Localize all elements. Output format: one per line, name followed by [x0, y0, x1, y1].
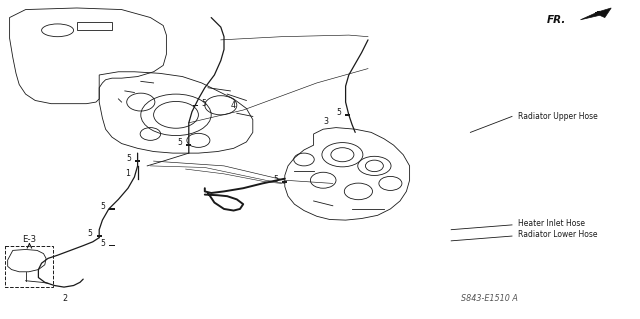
Text: Heater Inlet Hose: Heater Inlet Hose [518, 219, 586, 228]
Text: 5: 5 [273, 175, 278, 184]
Polygon shape [580, 8, 611, 20]
Bar [282, 181, 287, 182]
Text: 3: 3 [323, 117, 328, 126]
Text: 4: 4 [230, 101, 236, 110]
Text: E-3: E-3 [22, 235, 36, 244]
Bar [5, 246, 53, 287]
Text: 5: 5 [100, 239, 106, 248]
Text: FR.: FR. [547, 15, 566, 25]
Bar [186, 145, 191, 146]
Text: 5: 5 [202, 99, 207, 108]
Bar [135, 160, 140, 162]
Text: 5: 5 [336, 108, 341, 117]
Text: 5: 5 [177, 138, 182, 147]
Bar [77, 22, 112, 30]
Bar [109, 245, 115, 246]
Text: Radiator Lower Hose: Radiator Lower Hose [518, 230, 598, 239]
Text: 1: 1 [125, 169, 130, 178]
Bar [193, 105, 198, 106]
Text: 5: 5 [126, 154, 131, 163]
Text: S843-E1510 A: S843-E1510 A [461, 294, 518, 303]
Bar [345, 114, 350, 115]
Text: 5: 5 [88, 229, 93, 238]
Text: 5: 5 [100, 202, 106, 211]
Bar [97, 235, 102, 237]
Text: 2: 2 [63, 294, 68, 303]
Text: Radiator Upper Hose: Radiator Upper Hose [518, 112, 598, 121]
Bar [109, 208, 115, 210]
